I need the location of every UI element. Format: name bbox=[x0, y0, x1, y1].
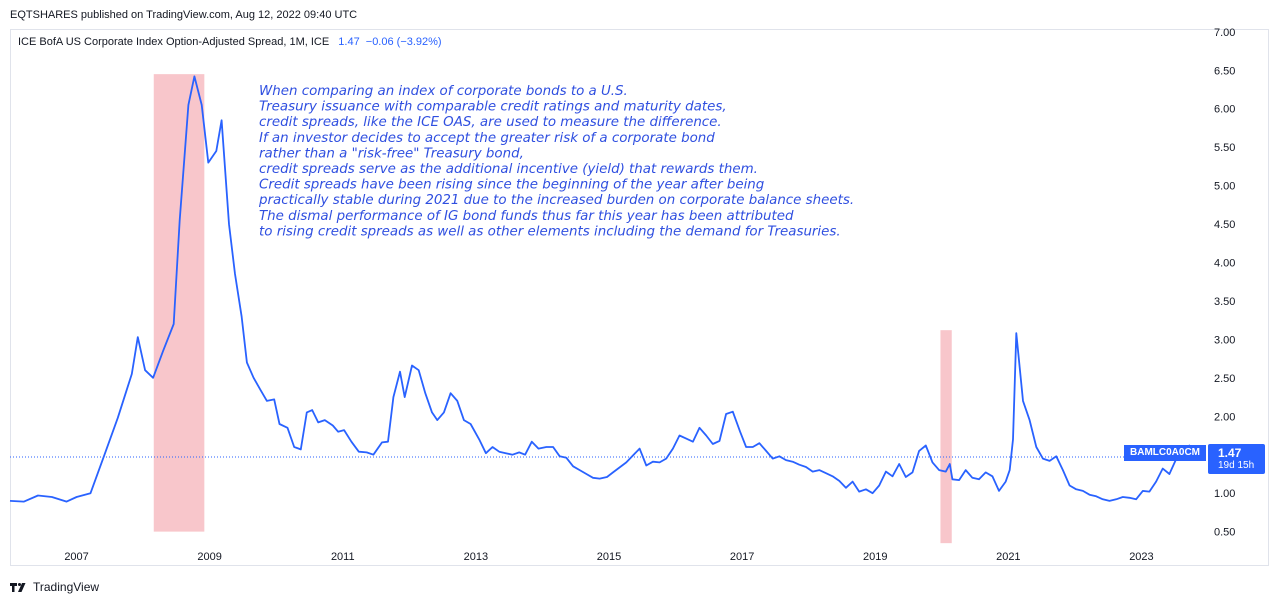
time-axis: 2007 2009 2011 2013 2015 2017 2019 2021 2023 bbox=[64, 551, 1153, 563]
series-legend[interactable]: ICE BofA US Corporate Index Option-Adjus… bbox=[18, 36, 442, 48]
recession-shading bbox=[153, 74, 952, 544]
x-tick-label: 2021 bbox=[996, 551, 1020, 563]
annotation-line: If an investor decides to accept the gre… bbox=[259, 131, 715, 146]
publisher-line: EQTSHARES published on TradingView.com, … bbox=[10, 9, 358, 21]
x-tick-label: 2015 bbox=[597, 551, 621, 563]
annotation-text-block: When comparing an index of corporate bon… bbox=[258, 84, 854, 239]
y-tick-label: 3.50 bbox=[1214, 296, 1235, 308]
y-tick-label: 2.50 bbox=[1214, 373, 1235, 385]
y-tick-label: 2.00 bbox=[1214, 411, 1235, 423]
y-tick-label: 0.50 bbox=[1214, 527, 1235, 539]
annotation-line: The dismal performance of IG bond funds … bbox=[259, 209, 794, 224]
annotation-line: When comparing an index of corporate bon… bbox=[259, 84, 628, 99]
bar-countdown: 19d 15h bbox=[1218, 460, 1255, 471]
legend-change: −0.06 (−3.92%) bbox=[365, 36, 442, 48]
recession-band-2 bbox=[940, 330, 952, 544]
x-tick-label: 2019 bbox=[863, 551, 887, 563]
price-label-value: 1.47 bbox=[1218, 446, 1242, 460]
x-tick-label: 2013 bbox=[464, 551, 488, 563]
tradingview-brand[interactable]: TradingView bbox=[10, 580, 99, 594]
x-tick-label: 2009 bbox=[197, 551, 221, 563]
annotation-line: credit spreads serve as the additional i… bbox=[259, 162, 758, 177]
tradingview-logo-icon bbox=[10, 583, 26, 592]
legend-last-value: 1.47 bbox=[338, 36, 360, 48]
y-tick-label: 7.00 bbox=[1214, 27, 1235, 39]
y-tick-label: 4.00 bbox=[1214, 258, 1235, 270]
symbol-tag: BAMLC0A0CM bbox=[1124, 445, 1206, 461]
x-tick-label: 2007 bbox=[64, 551, 88, 563]
price-label: 1.47 19d 15h bbox=[1208, 444, 1265, 474]
y-tick-label: 3.00 bbox=[1214, 334, 1235, 346]
y-tick-label: 5.00 bbox=[1214, 181, 1235, 193]
y-tick-label: 6.50 bbox=[1214, 65, 1235, 77]
spread-series-line bbox=[9, 75, 1204, 503]
y-tick-label: 4.50 bbox=[1214, 219, 1235, 231]
annotation-line: Credit spreads have been rising since th… bbox=[259, 178, 764, 193]
chart-frame bbox=[10, 29, 1269, 566]
recession-band-1 bbox=[153, 74, 205, 532]
legend-title: ICE BofA US Corporate Index Option-Adjus… bbox=[18, 36, 330, 48]
annotation-line: to rising credit spreads as well as othe… bbox=[259, 224, 841, 239]
annotation-line: practically stable during 2021 due to th… bbox=[258, 193, 854, 208]
y-tick-label: 1.00 bbox=[1214, 488, 1235, 500]
x-tick-label: 2011 bbox=[331, 551, 355, 563]
brand-name: TradingView bbox=[33, 580, 100, 594]
y-tick-label: 6.00 bbox=[1214, 104, 1235, 116]
annotation-line: Treasury issuance with comparable credit… bbox=[259, 100, 727, 115]
x-tick-label: 2017 bbox=[730, 551, 754, 563]
annotation-line: credit spreads, like the ICE OAS, are us… bbox=[259, 115, 722, 130]
annotation-line: rather than a "risk-free" Treasury bond, bbox=[259, 146, 524, 161]
y-tick-label: 5.50 bbox=[1214, 142, 1235, 154]
x-tick-label: 2023 bbox=[1129, 551, 1153, 563]
